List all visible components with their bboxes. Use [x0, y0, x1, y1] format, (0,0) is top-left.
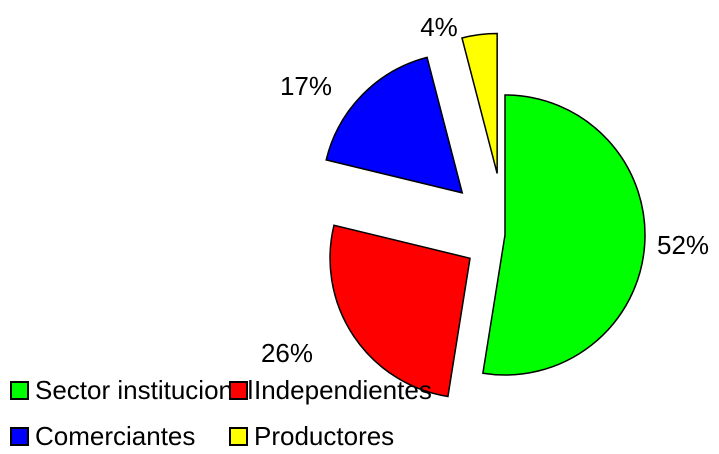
pie-slice-sector-institucional [482, 94, 646, 376]
legend: Sector institucional Independientes Come… [10, 372, 610, 454]
legend-item-comerciantes: Comerciantes [10, 418, 215, 454]
legend-item-independientes: Independientes [229, 372, 489, 408]
legend-swatch-productores [229, 426, 248, 446]
legend-label-comerciantes: Comerciantes [35, 420, 196, 451]
legend-label-productores: Productores [254, 420, 395, 451]
legend-item-productores: Productores [229, 418, 489, 454]
pie-slice-productores [461, 32, 498, 174]
legend-swatch-sector-institucional [10, 380, 29, 400]
pie-label-independientes: 26% [261, 338, 313, 368]
pie-slice-comerciantes [325, 56, 464, 194]
pie-slices [325, 32, 646, 398]
legend-label-independientes: Independientes [254, 374, 432, 405]
legend-item-sector-institucional: Sector institucional [10, 372, 253, 408]
legend-swatch-comerciantes [10, 426, 29, 446]
pie-labels: 52% 26% 17% 4% [261, 12, 709, 368]
legend-label-sector-institucional: Sector institucional [35, 374, 254, 405]
pie-label-sector-institucional: 52% [657, 230, 709, 260]
legend-swatch-independientes [229, 380, 248, 400]
pie-slice-independientes [329, 224, 471, 398]
pie-label-productores: 4% [420, 12, 458, 42]
pie-label-comerciantes: 17% [280, 71, 332, 101]
